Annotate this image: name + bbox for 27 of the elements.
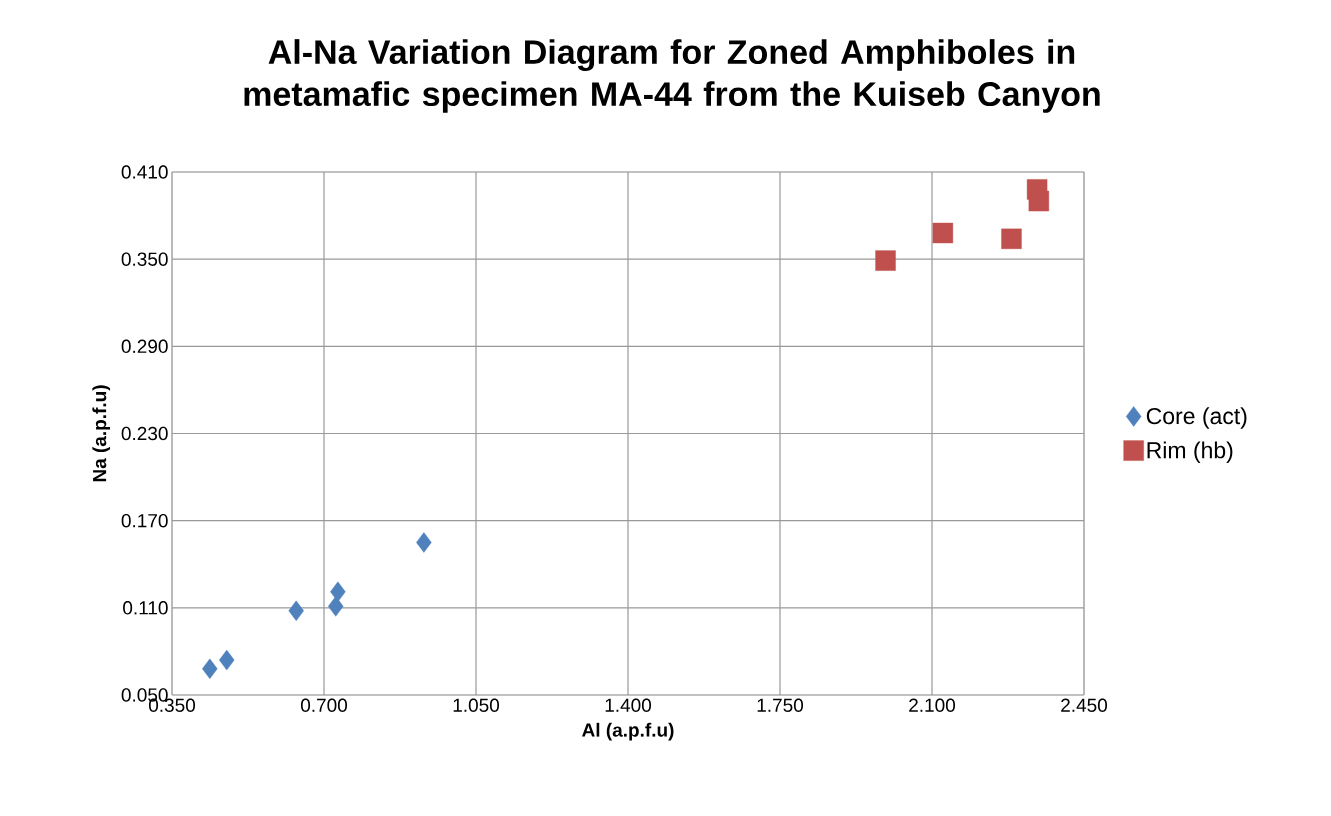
y-tick-label: 0.170 [121,513,168,528]
point [202,658,218,680]
point [330,581,346,603]
point [328,596,344,617]
x-axis-title: Al (a.p.f.u) [582,722,674,741]
point [416,532,432,553]
x-tick-label: 2.450 [1061,698,1108,712]
point [1001,228,1022,250]
point [288,600,304,621]
chart-title: Al-Na Variation Diagram for Zoned Amphiboles in metamafic specimen MA-44 from the Kuiseb Canyon [244,39,1100,113]
legend-label: Core (act) [1146,407,1247,429]
x-tick-label: 1.750 [757,698,804,712]
point [219,649,235,671]
y-tick-label: 0.410 [121,165,168,179]
y-axis-title: Na (a.p.f.u) [92,385,111,482]
point [1028,190,1050,212]
x-tick-label: 1.400 [605,698,652,712]
y-tick-label: 0.230 [121,426,168,441]
y-tick-label: 0.110 [123,601,168,615]
x-tick-label: 2.100 [909,698,956,712]
point [875,250,896,271]
point [932,222,954,244]
y-tick-label: 0.290 [121,339,168,354]
legend-label: Rim (hb) [1147,441,1233,463]
x-tick-label: 0.700 [300,698,348,712]
y-tick-label: 0.350 [121,252,168,266]
x-tick-label: 1.050 [453,698,500,712]
